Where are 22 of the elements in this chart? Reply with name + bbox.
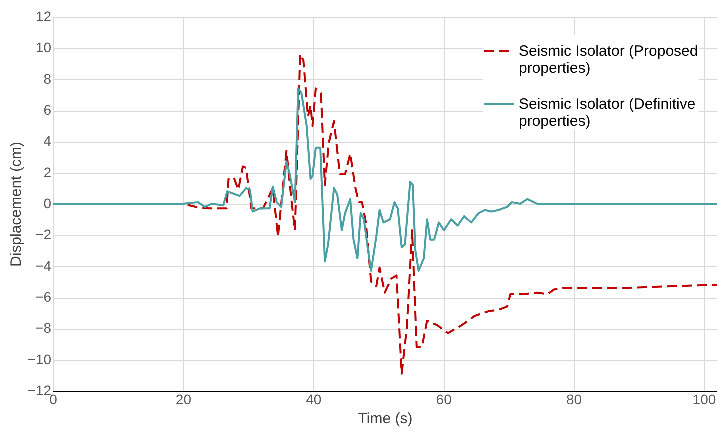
x-tick-label: 100 bbox=[692, 392, 716, 408]
legend-label: Seismic Isolator (Proposed properties) bbox=[519, 43, 698, 77]
line-series bbox=[52, 88, 718, 272]
y-tick-label: 4 bbox=[44, 133, 52, 150]
y-tick-label: −4 bbox=[36, 258, 52, 274]
y-tick-label: 12 bbox=[36, 8, 52, 24]
y-tick-label: −2 bbox=[36, 226, 52, 243]
y-tick-label: 0 bbox=[44, 196, 52, 212]
y-tick-label: −8 bbox=[36, 320, 52, 336]
legend-label: Seismic Isolator (Definitive properties) bbox=[519, 96, 696, 130]
x-tick-label: 80 bbox=[566, 392, 582, 408]
y-axis-title: Displacement (cm) bbox=[8, 142, 25, 268]
x-tick-label: 60 bbox=[436, 392, 452, 408]
y-tick-label: 8 bbox=[44, 70, 52, 87]
y-tick-label: 2 bbox=[44, 164, 52, 180]
x-tick-label: 20 bbox=[176, 392, 192, 408]
y-tick-label: 6 bbox=[44, 102, 52, 118]
y-tick-label: 10 bbox=[36, 40, 52, 56]
x-axis-title: Time (s) bbox=[358, 410, 413, 428]
y-tick-label: −10 bbox=[28, 351, 52, 368]
y-tick-label: −6 bbox=[36, 289, 52, 305]
x-tick-label: 40 bbox=[306, 392, 322, 408]
